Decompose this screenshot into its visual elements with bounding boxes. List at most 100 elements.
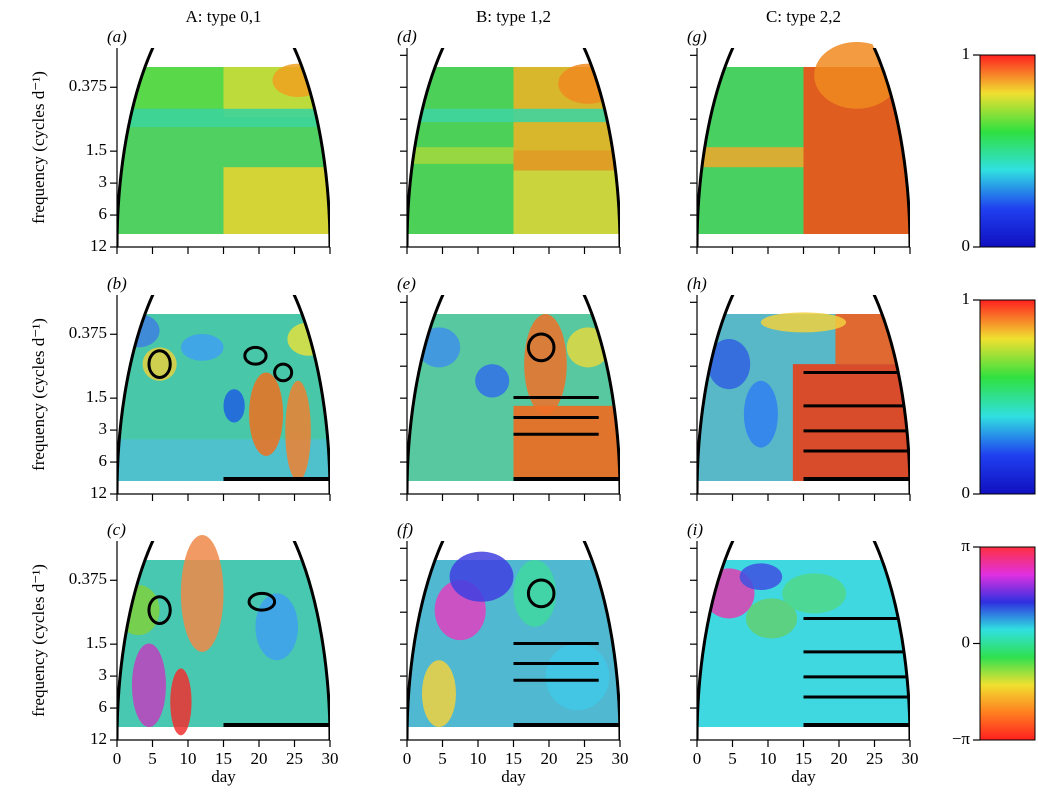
heat-blob [740, 563, 783, 590]
x-tick-label: 15 [505, 749, 522, 768]
panel-label: (i) [687, 520, 703, 539]
colorbar-tick-label: −π [952, 729, 971, 748]
x-tick-label: 20 [251, 749, 268, 768]
column-title: A: type 0,1 [185, 7, 261, 26]
heat-blob [249, 372, 283, 456]
x-axis-label: day [211, 767, 236, 786]
heatmap [117, 314, 330, 481]
y-tick-label: 3 [99, 419, 108, 438]
x-tick-label: 10 [760, 749, 777, 768]
colorbar-tick-label: 1 [962, 289, 971, 308]
heat-blob [782, 573, 846, 613]
colorbar [980, 547, 1035, 740]
heatmap [117, 535, 330, 735]
colorbar-tick-label: 0 [962, 236, 971, 255]
panel-label: (a) [107, 27, 127, 46]
y-axis-label: frequency (cycles d⁻¹) [29, 318, 48, 471]
x-axis-label: day [791, 767, 816, 786]
heat-region [224, 167, 331, 234]
panel-label: (h) [687, 274, 707, 293]
colorbar [980, 300, 1035, 494]
heat-blob [761, 312, 846, 332]
heat-region [407, 147, 514, 164]
x-tick-label: 5 [148, 749, 157, 768]
heatmap [697, 560, 910, 727]
x-tick-label: 15 [795, 749, 812, 768]
heat-region [407, 109, 620, 122]
heat-blob [285, 381, 311, 481]
x-tick-label: 0 [693, 749, 702, 768]
x-tick-label: 20 [541, 749, 558, 768]
x-tick-label: 20 [831, 749, 848, 768]
heat-blob [181, 535, 224, 652]
y-tick-label: 3 [99, 665, 108, 684]
heatmap [117, 64, 330, 234]
heat-blob [524, 314, 567, 414]
heat-blob [450, 552, 514, 602]
colorbar [980, 55, 1035, 247]
heat-blob [558, 64, 618, 104]
column-title: B: type 1,2 [476, 7, 551, 26]
x-tick-label: 25 [866, 749, 883, 768]
x-axis-label: day [501, 767, 526, 786]
column-title: C: type 2,2 [766, 7, 841, 26]
panel-label: (b) [107, 274, 127, 293]
colorbar-tick-label: 1 [962, 44, 971, 63]
heat-blob [814, 42, 899, 109]
heat-region [514, 151, 621, 171]
panel-label: (g) [687, 27, 707, 46]
heat-blob [545, 644, 609, 711]
x-tick-label: 10 [180, 749, 197, 768]
x-tick-label: 25 [286, 749, 303, 768]
y-tick-label: 0.375 [69, 569, 107, 588]
y-tick-label: 12 [90, 729, 107, 748]
x-tick-label: 0 [403, 749, 412, 768]
y-tick-label: 1.5 [86, 140, 107, 159]
x-tick-label: 15 [215, 749, 232, 768]
x-tick-label: 30 [322, 749, 339, 768]
panel-label: (f) [397, 520, 413, 539]
x-tick-label: 5 [438, 749, 447, 768]
heatmap [407, 314, 620, 481]
heatmap [697, 42, 910, 234]
colorbar-tick-label: π [961, 536, 970, 555]
heatmap [407, 64, 620, 234]
y-axis-label: frequency (cycles d⁻¹) [29, 71, 48, 224]
heatmap [697, 312, 910, 481]
figure: 0.375 1.5 3 6 12 (a) A: type 0,1 frequency (cyc… [0, 0, 1038, 807]
y-tick-label: 1.5 [86, 387, 107, 406]
y-tick-label: 6 [99, 451, 108, 470]
heat-blob [181, 334, 224, 361]
heat-blob [117, 585, 160, 635]
heat-blob [132, 644, 166, 728]
y-tick-label: 0.375 [69, 76, 107, 95]
y-tick-label: 6 [99, 204, 108, 223]
y-tick-label: 1.5 [86, 633, 107, 652]
panel-label: (d) [397, 27, 417, 46]
heat-blob [514, 560, 557, 627]
y-tick-label: 6 [99, 697, 108, 716]
heat-region [697, 147, 804, 167]
heat-region [835, 314, 910, 364]
y-tick-label: 3 [99, 172, 108, 191]
heat-region [793, 364, 910, 481]
heat-blob [255, 593, 298, 660]
heatmap [407, 552, 620, 727]
y-tick-label: 12 [90, 236, 107, 255]
y-tick-label: 0.375 [69, 323, 107, 342]
heat-blob [272, 64, 323, 97]
x-tick-label: 30 [612, 749, 629, 768]
x-tick-label: 25 [576, 749, 593, 768]
x-tick-label: 0 [113, 749, 122, 768]
heat-blob [744, 381, 778, 448]
x-tick-label: 30 [902, 749, 919, 768]
heat-region [514, 171, 621, 234]
y-tick-label: 12 [90, 483, 107, 502]
heat-blob [224, 389, 245, 422]
heat-blob [422, 660, 456, 727]
colorbar-tick-label: 0 [962, 483, 971, 502]
x-tick-label: 10 [470, 749, 487, 768]
panel-label: (e) [397, 274, 416, 293]
heat-region [117, 109, 330, 127]
colorbar-tick-label: 0 [962, 632, 971, 651]
